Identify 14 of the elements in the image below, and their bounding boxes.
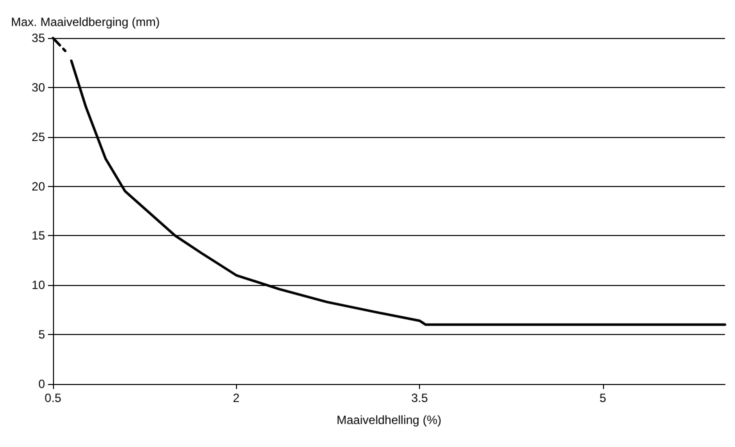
x-tick-label: 0.5 <box>44 391 62 405</box>
x-tick-label: 2 <box>232 391 240 405</box>
x-axis-title: Maaiveldhelling (%) <box>336 413 442 427</box>
y-tick-label: 20 <box>32 179 46 194</box>
x-tick-label: 3.5 <box>411 391 428 405</box>
y-tick-label: 5 <box>38 328 46 342</box>
y-axis-title: Max. Maaiveldberging (mm) <box>11 15 160 29</box>
x-tick-label: 5 <box>599 391 606 405</box>
y-tick-label: 10 <box>32 278 46 292</box>
y-tick-label: 35 <box>32 31 46 45</box>
y-tick-label: 30 <box>32 80 46 94</box>
y-tick-label: 25 <box>32 130 46 144</box>
y-tick-label: 15 <box>32 228 46 243</box>
y-tick-label: 0 <box>38 377 46 391</box>
